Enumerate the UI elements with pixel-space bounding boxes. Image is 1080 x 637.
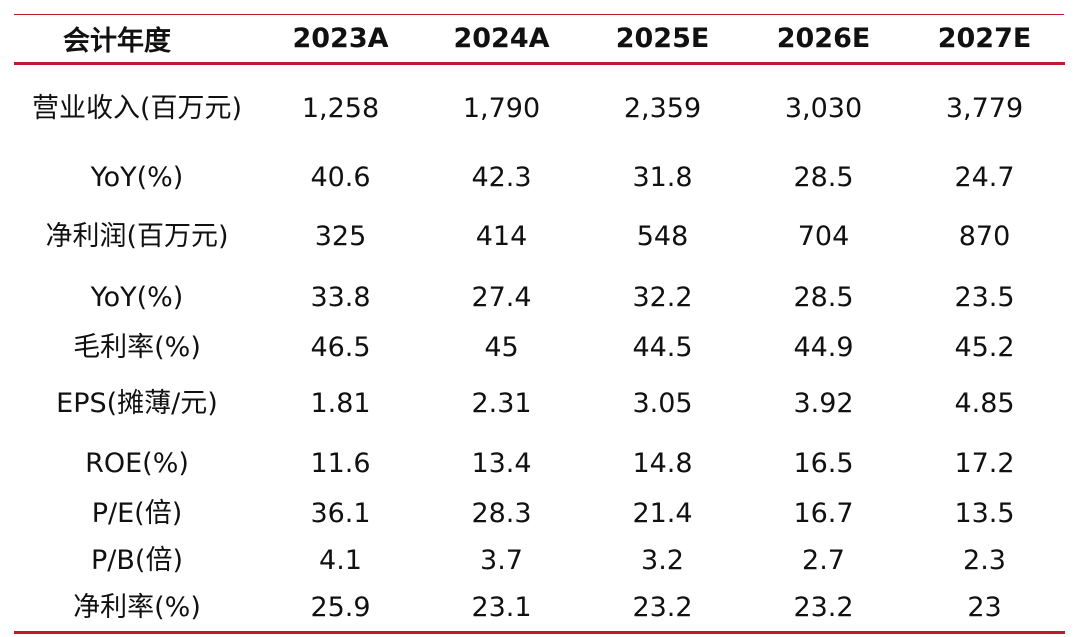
header-2024a: 2024A [421, 14, 582, 65]
cell: 1,258 [301, 93, 380, 125]
row-label-net-margin: 净利率(%) [14, 585, 260, 634]
table-row: 净利润(百万元) 325 414 548 704 870 [14, 203, 1065, 271]
cell: 23.2 [743, 585, 904, 634]
cell: 17.2 [954, 448, 1015, 479]
cell: 870 [958, 220, 1011, 252]
cell: 704 [797, 220, 850, 252]
cell: 13.4 [471, 448, 532, 479]
header-fiscal-year: 会计年度 [14, 14, 260, 65]
cell: 2.31 [471, 387, 532, 419]
cell: 1.81 [310, 387, 371, 419]
cell: 4.1 [319, 545, 362, 576]
cell: 23.1 [421, 585, 582, 634]
row-label-roe: ROE(%) [85, 448, 189, 479]
header-2026e: 2026E [743, 14, 904, 65]
cell: 46.5 [310, 332, 371, 363]
table-row: 毛利率(%) 46.5 45 44.5 44.9 45.2 [14, 326, 1065, 371]
row-label-eps: EPS(摊薄/元) [56, 387, 218, 419]
cell: 23.5 [954, 282, 1015, 313]
cell: 27.4 [471, 282, 532, 313]
cell: 548 [636, 220, 689, 252]
cell: 42.3 [471, 162, 532, 193]
cell: 414 [475, 220, 528, 252]
cell: 45.2 [954, 332, 1015, 363]
cell: 21.4 [632, 498, 693, 529]
row-label-pb: P/B(倍) [91, 545, 183, 576]
cell: 14.8 [632, 448, 693, 479]
cell: 31.8 [632, 162, 693, 193]
cell: 28.5 [793, 282, 854, 313]
cell: 3.92 [793, 387, 854, 419]
row-label-net-profit-yoy: YoY(%) [90, 282, 184, 313]
cell: 33.8 [310, 282, 371, 313]
cell: 2.7 [802, 545, 845, 576]
table-row: ROE(%) 11.6 13.4 14.8 16.5 17.2 [14, 437, 1065, 492]
cell: 3.05 [632, 387, 693, 419]
cell: 28.5 [793, 162, 854, 193]
cell: 1,790 [462, 93, 541, 125]
cell: 16.7 [793, 498, 854, 529]
table-row: P/B(倍) 4.1 3.7 3.2 2.7 2.3 [14, 537, 1065, 586]
row-label-pe: P/E(倍) [91, 498, 183, 529]
cell: 45 [484, 332, 519, 363]
table-row: EPS(摊薄/元) 1.81 2.31 3.05 3.92 4.85 [14, 371, 1065, 437]
cell: 325 [314, 220, 367, 252]
cell: 3,030 [784, 93, 863, 125]
cell: 32.2 [632, 282, 693, 313]
table-header-row: 会计年度 2023A 2024A 2025E 2026E 2027E [14, 14, 1065, 65]
cell: 3,779 [945, 93, 1024, 125]
table-row: YoY(%) 40.6 42.3 31.8 28.5 24.7 [14, 154, 1065, 203]
cell: 23 [904, 585, 1065, 634]
row-label-revenue-yoy: YoY(%) [90, 162, 184, 193]
table-row: 营业收入(百万元) 1,258 1,790 2,359 3,030 3,779 [14, 64, 1065, 154]
row-label-gross-margin: 毛利率(%) [73, 332, 201, 363]
cell: 2,359 [623, 93, 702, 125]
cell: 44.5 [632, 332, 693, 363]
financial-forecast-table: 会计年度 2023A 2024A 2025E 2026E 2027E 营业收入(… [14, 14, 1065, 634]
cell: 40.6 [310, 162, 371, 193]
cell: 2.3 [963, 545, 1006, 576]
cell: 3.2 [641, 545, 684, 576]
cell: 23.2 [582, 585, 743, 634]
row-label-revenue: 营业收入(百万元) [31, 93, 243, 125]
header-2023a: 2023A [260, 14, 421, 65]
cell: 13.5 [954, 498, 1015, 529]
cell: 11.6 [310, 448, 371, 479]
table-row: 净利率(%) 25.9 23.1 23.2 23.2 23 [14, 585, 1065, 634]
cell: 25.9 [260, 585, 421, 634]
financial-forecast-table-container: 会计年度 2023A 2024A 2025E 2026E 2027E 营业收入(… [14, 14, 1065, 634]
header-2027e: 2027E [904, 14, 1065, 65]
cell: 16.5 [793, 448, 854, 479]
cell: 4.85 [954, 387, 1015, 419]
cell: 28.3 [471, 498, 532, 529]
cell: 3.7 [480, 545, 523, 576]
header-2025e: 2025E [582, 14, 743, 65]
cell: 44.9 [793, 332, 854, 363]
table-row: P/E(倍) 36.1 28.3 21.4 16.7 13.5 [14, 492, 1065, 537]
table-row: YoY(%) 33.8 27.4 32.2 28.5 23.5 [14, 271, 1065, 326]
cell: 24.7 [954, 162, 1015, 193]
row-label-net-profit: 净利润(百万元) [45, 220, 229, 252]
cell: 36.1 [310, 498, 371, 529]
